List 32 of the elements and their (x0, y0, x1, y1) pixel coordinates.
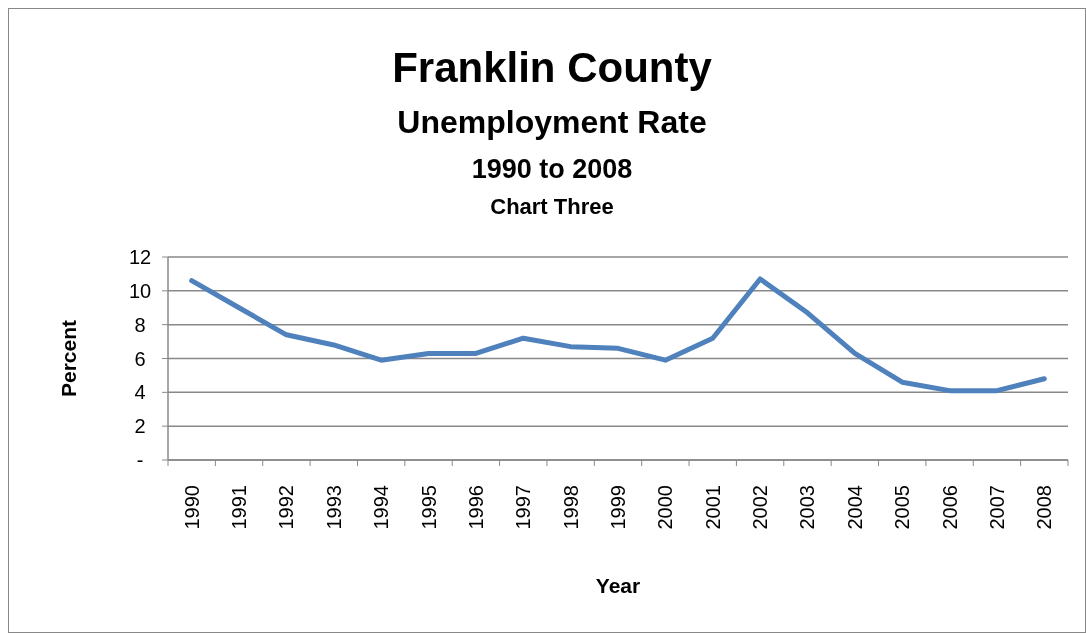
x-tick-label: 2002 (749, 485, 772, 530)
x-tick-label: 1995 (417, 485, 440, 530)
y-tick-label: 12 (128, 246, 152, 268)
chart-title: Franklin County (392, 44, 713, 91)
x-tick-label: 2008 (1033, 485, 1056, 530)
y-tick-label: 6 (134, 347, 146, 370)
chart-subtitle: Unemployment Rate (397, 104, 707, 140)
x-tick-label: 1998 (559, 485, 582, 530)
y-tick-label: - (136, 449, 144, 471)
x-tick-label: 2000 (654, 485, 677, 530)
x-tick-label: 1997 (512, 485, 535, 530)
x-axis-title: Year (595, 574, 641, 597)
x-tick-label: 2006 (938, 485, 961, 530)
y-tick-label: 4 (134, 381, 146, 404)
x-tick-label: 1993 (322, 485, 345, 530)
y-tick-label: 2 (134, 415, 146, 438)
text: 1990 to 2008 (471, 154, 633, 184)
x-tick-label: 2003 (796, 485, 819, 530)
y-tick-label: 10 (128, 279, 152, 302)
x-tick-label: 1996 (464, 485, 487, 530)
x-tick-label: 2007 (985, 485, 1008, 530)
x-tick-label: 1992 (275, 485, 298, 530)
x-tick-label: 1994 (370, 485, 393, 530)
x-tick-label: 1999 (607, 485, 629, 530)
x-tick-label: 2001 (701, 485, 724, 530)
x-tick-label: 2005 (891, 485, 914, 530)
y-axis-title: Percent (56, 319, 80, 398)
x-tick-label: 1991 (228, 485, 251, 530)
text: Chart Three (490, 194, 614, 219)
y-tick-label: 8 (134, 313, 146, 336)
x-tick-label: 1990 (180, 485, 203, 530)
x-tick-label: 2004 (843, 485, 866, 530)
